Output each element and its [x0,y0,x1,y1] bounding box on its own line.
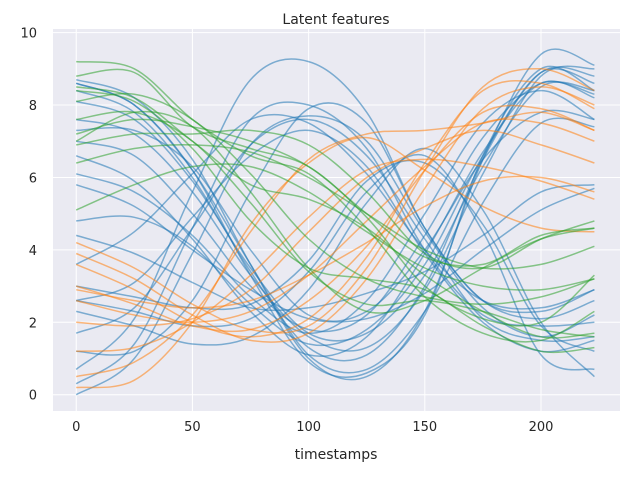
chart-title: Latent features [282,12,389,28]
series-line-green [76,129,595,270]
series-line-orange [76,136,595,389]
x-tick-labels: 0 50 100 150 200 [72,420,553,435]
series-line-green [76,60,595,343]
y-tick-label: 10 [20,27,37,42]
series-line-orange [75,67,595,334]
series-line-blue [75,81,595,342]
series-line-blue [75,113,595,310]
series-line-green [76,144,595,270]
x-tick-label: 150 [412,420,437,435]
x-tick-label: 0 [72,420,80,435]
series-line-green [76,92,595,305]
grid [53,29,620,411]
series-line-blue [76,153,595,371]
y-tick-label: 0 [29,389,37,404]
series-line-orange [76,118,595,324]
series-line-orange [76,158,595,353]
series-line-orange [75,80,595,338]
series-line-blue [75,183,595,323]
series-line-blue [76,147,595,378]
series-line-green [75,163,595,291]
series-line-green [76,89,595,354]
series-line-blue [75,65,595,379]
x-axis-label: timestamps [295,447,378,463]
series-line-orange [75,86,595,343]
series-line-green [76,118,595,267]
series-line-blue [76,109,595,323]
x-tick-label: 50 [184,420,201,435]
y-tick-label: 4 [29,244,37,259]
y-tick-label: 8 [29,99,37,114]
x-tick-label: 200 [529,420,554,435]
series-line-orange [76,175,595,309]
x-tick-label: 100 [296,420,321,435]
series-line-blue [75,101,595,385]
series-line-orange [76,111,595,378]
y-tick-label: 2 [29,316,37,331]
y-tick-label: 6 [29,171,37,186]
series-line-blue [75,48,595,381]
series-lines [75,48,595,396]
y-tick-labels: 0 2 4 6 8 10 [20,27,37,404]
series-line-orange [75,104,595,333]
